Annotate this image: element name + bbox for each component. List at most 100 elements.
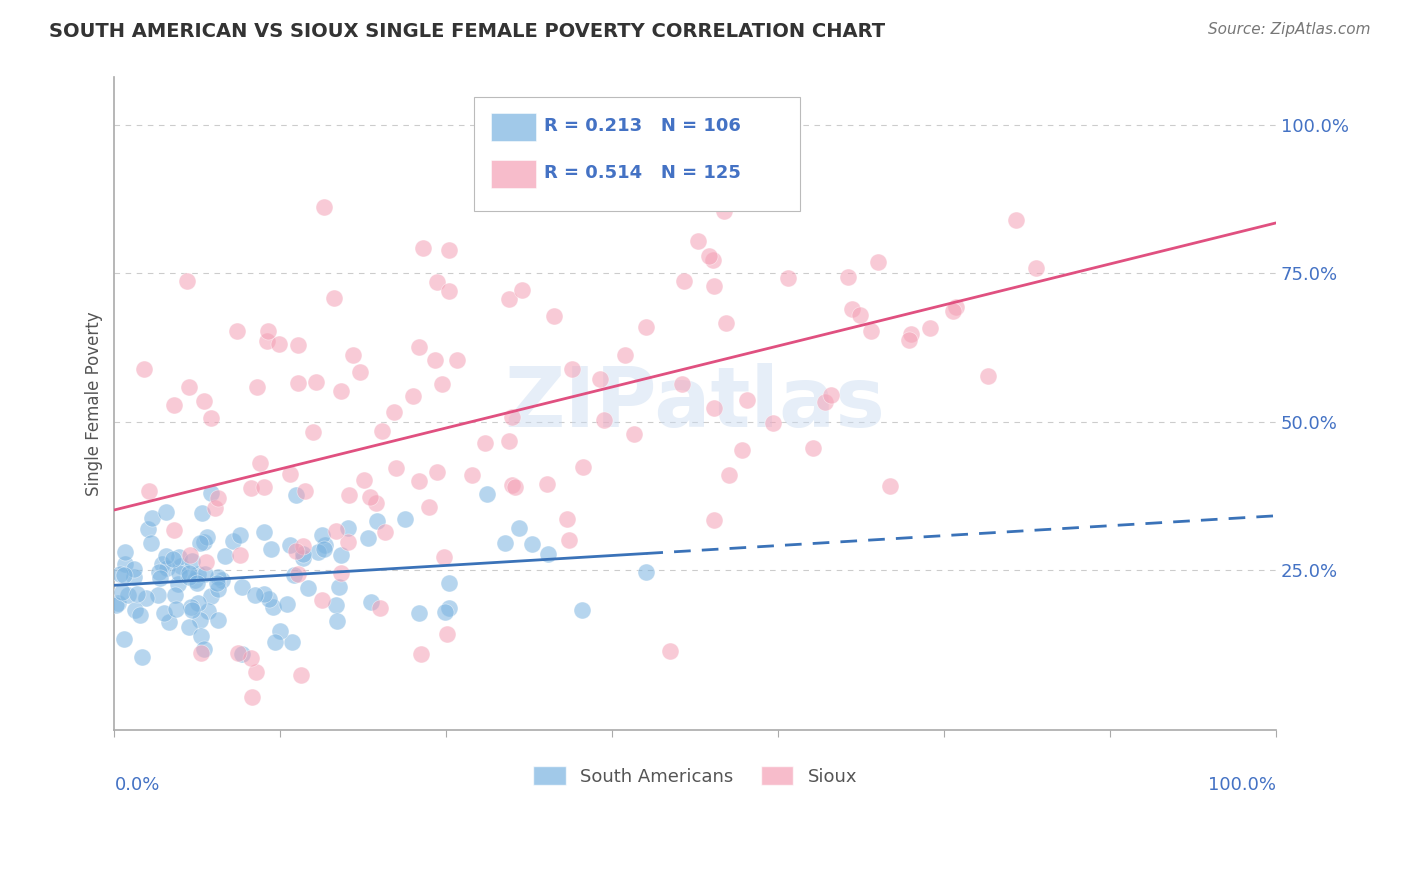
Point [1005,212,1028,227]
Point [191,507,214,521]
Point [114,545,136,559]
Point [371,424,394,438]
Point [735,392,758,407]
Point [536,477,558,491]
Point [679,143,702,157]
Point [337,488,360,502]
Point [558,533,581,547]
Point [898,333,921,347]
Point [879,479,901,493]
Point [165,588,187,602]
Point [425,352,447,367]
Point [112,632,135,647]
Point [243,589,266,603]
Point [249,456,271,470]
Point [688,234,710,248]
Point [360,595,382,609]
Point [179,620,201,634]
Point [231,647,253,661]
Point [239,651,262,665]
Point [229,548,252,562]
Point [253,480,276,494]
Point [437,600,460,615]
Point [262,599,284,614]
Point [193,393,215,408]
Point [589,372,612,386]
Point [177,570,200,584]
Point [114,557,136,571]
Point [394,511,416,525]
Point [287,567,309,582]
Point [446,352,468,367]
Point [508,521,530,535]
Point [141,511,163,525]
Point [510,283,533,297]
Point [945,300,967,314]
Point [253,587,276,601]
Point [304,375,326,389]
Point [814,395,837,409]
Point [849,308,872,322]
Point [314,201,336,215]
Point [555,512,578,526]
Point [718,468,741,483]
Point [731,443,754,458]
Point [184,574,207,588]
Text: R = 0.514   N = 125: R = 0.514 N = 125 [544,164,741,182]
Point [193,642,215,657]
Point [586,132,609,146]
Point [165,602,187,616]
Point [285,544,308,558]
Point [253,524,276,539]
Point [330,548,353,562]
Point [194,555,217,569]
Point [409,648,432,662]
Point [336,521,359,535]
Point [426,465,449,479]
Point [297,581,319,595]
Point [240,690,263,705]
FancyBboxPatch shape [491,160,536,188]
Point [477,487,499,501]
Point [245,665,267,680]
Point [439,575,461,590]
Point [148,565,170,579]
Point [200,410,222,425]
Point [176,274,198,288]
Point [503,481,526,495]
Point [207,570,229,584]
Point [342,348,364,362]
Point [703,513,725,527]
Point [211,573,233,587]
Point [561,362,583,376]
Point [107,596,129,610]
Y-axis label: Single Female Poverty: Single Female Poverty [86,311,103,496]
Point [162,552,184,566]
Point [190,536,212,550]
Point [240,481,263,495]
Point [337,534,360,549]
Point [408,607,430,621]
Point [437,285,460,299]
Point [357,531,380,545]
Point [426,275,449,289]
Point [197,604,219,618]
Point [169,549,191,564]
Point [860,324,883,338]
Point [325,524,347,538]
Point [614,348,637,362]
Point [104,598,127,612]
Point [269,624,291,639]
Point [301,425,323,439]
Point [135,591,157,605]
Point [329,384,352,399]
Point [190,646,212,660]
Point [353,473,375,487]
Point [257,325,280,339]
Point [181,603,204,617]
Point [433,549,456,564]
Point [292,547,315,561]
Point [868,255,890,269]
Point [408,340,430,354]
Point [571,603,593,617]
